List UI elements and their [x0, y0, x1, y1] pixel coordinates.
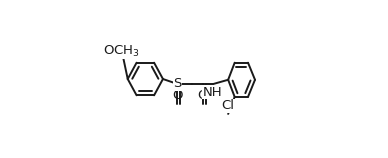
Text: Cl: Cl: [222, 99, 235, 112]
Text: O: O: [197, 89, 208, 102]
Text: S: S: [173, 77, 182, 91]
Text: NH: NH: [203, 85, 222, 99]
Text: OCH$_3$: OCH$_3$: [103, 43, 140, 59]
Text: O: O: [172, 89, 183, 102]
